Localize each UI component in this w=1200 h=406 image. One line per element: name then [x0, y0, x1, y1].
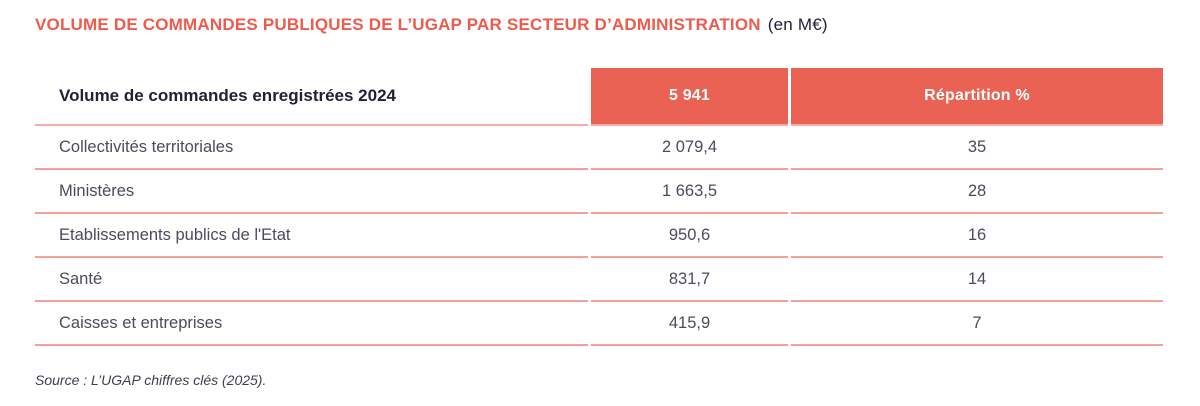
row-value: 415,9 [591, 302, 788, 346]
source-note: Source : L’UGAP chiffres clés (2025). [35, 372, 267, 388]
page-title: VOLUME DE COMMANDES PUBLIQUES DE L’UGAP … [35, 14, 1200, 35]
row-label: Caisses et entreprises [35, 302, 588, 346]
row-value: 1 663,5 [591, 170, 788, 214]
row-label: Ministères [35, 170, 588, 214]
header-volume-label: Volume de commandes enregistrées 2024 [35, 68, 588, 126]
table-header-row: Volume de commandes enregistrées 2024 5 … [35, 68, 1163, 126]
row-pct: 14 [791, 258, 1163, 302]
row-value: 2 079,4 [591, 126, 788, 170]
title-unit: (en M€) [767, 15, 828, 34]
header-total-value: 5 941 [591, 68, 788, 126]
row-pct: 16 [791, 214, 1163, 258]
table-row: Santé 831,7 14 [35, 258, 1163, 302]
row-pct: 7 [791, 302, 1163, 346]
row-pct: 35 [791, 126, 1163, 170]
table-row: Etablissements publics de l'Etat 950,6 1… [35, 214, 1163, 258]
title-text: VOLUME DE COMMANDES PUBLIQUES DE L’UGAP … [35, 15, 761, 34]
page: VOLUME DE COMMANDES PUBLIQUES DE L’UGAP … [0, 14, 1200, 406]
row-value: 950,6 [591, 214, 788, 258]
table-row: Collectivités territoriales 2 079,4 35 [35, 126, 1163, 170]
row-label: Etablissements publics de l'Etat [35, 214, 588, 258]
header-repartition-label: Répartition % [791, 68, 1163, 126]
row-value: 831,7 [591, 258, 788, 302]
row-pct: 28 [791, 170, 1163, 214]
row-label: Collectivités territoriales [35, 126, 588, 170]
table-row: Ministères 1 663,5 28 [35, 170, 1163, 214]
table-row: Caisses et entreprises 415,9 7 [35, 302, 1163, 346]
row-label: Santé [35, 258, 588, 302]
data-table: Volume de commandes enregistrées 2024 5 … [35, 68, 1163, 346]
